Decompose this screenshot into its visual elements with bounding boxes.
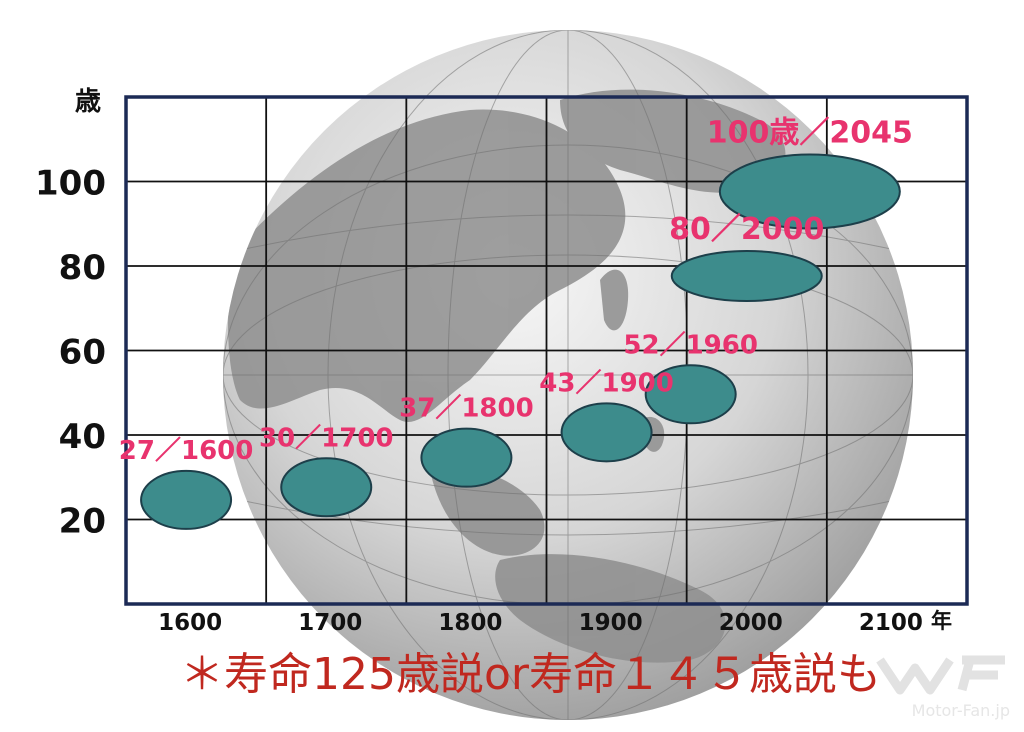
x-tick-label: 1900	[579, 610, 643, 636]
y-tick-label: 40	[59, 417, 106, 457]
data-point-marker	[140, 469, 233, 530]
data-point-marker	[644, 364, 737, 425]
x-tick-label: 2100	[859, 610, 923, 636]
x-tick-label: 2000	[719, 610, 783, 636]
data-point-marker	[420, 427, 513, 488]
data-point-label: 52／1960	[623, 330, 758, 360]
data-point-label: 30／1700	[259, 423, 394, 453]
plot-frame	[124, 95, 969, 606]
data-point-label: 80／2000	[669, 212, 824, 247]
data-point-marker	[280, 457, 373, 518]
footnote: ＊寿命125歳説or寿命１４５歳説も	[180, 649, 881, 700]
watermark-text: Motor-Fan.jp	[911, 701, 1010, 720]
y-tick-label: 80	[59, 248, 106, 288]
data-markers	[140, 153, 901, 530]
data-point-label: 100歳／2045	[707, 116, 913, 151]
grid-lines	[126, 97, 967, 604]
data-point-label: 43／1900	[539, 368, 674, 398]
data-point-label: 37／1800	[399, 394, 534, 424]
data-point-marker	[670, 250, 823, 302]
x-tick-label: 1800	[438, 610, 502, 636]
watermark-logo	[876, 655, 1005, 695]
x-axis-unit-label: 年	[931, 609, 952, 633]
y-axis-ticks: 20 40 60 80 100	[35, 164, 106, 542]
y-axis-unit-label: 歳	[75, 87, 101, 117]
watermark: Motor-Fan.jp	[870, 650, 1020, 726]
data-point-label: 27／1600	[119, 436, 254, 466]
x-tick-label: 1600	[158, 610, 222, 636]
y-tick-label: 20	[59, 502, 106, 542]
x-tick-label: 1700	[298, 610, 362, 636]
y-tick-label: 100	[35, 164, 106, 204]
x-axis-ticks: 1600 1700 1800 1900 2000 2100	[158, 610, 923, 636]
y-tick-label: 60	[59, 333, 106, 373]
data-point-marker	[560, 402, 653, 463]
data-point-marker	[718, 153, 901, 230]
